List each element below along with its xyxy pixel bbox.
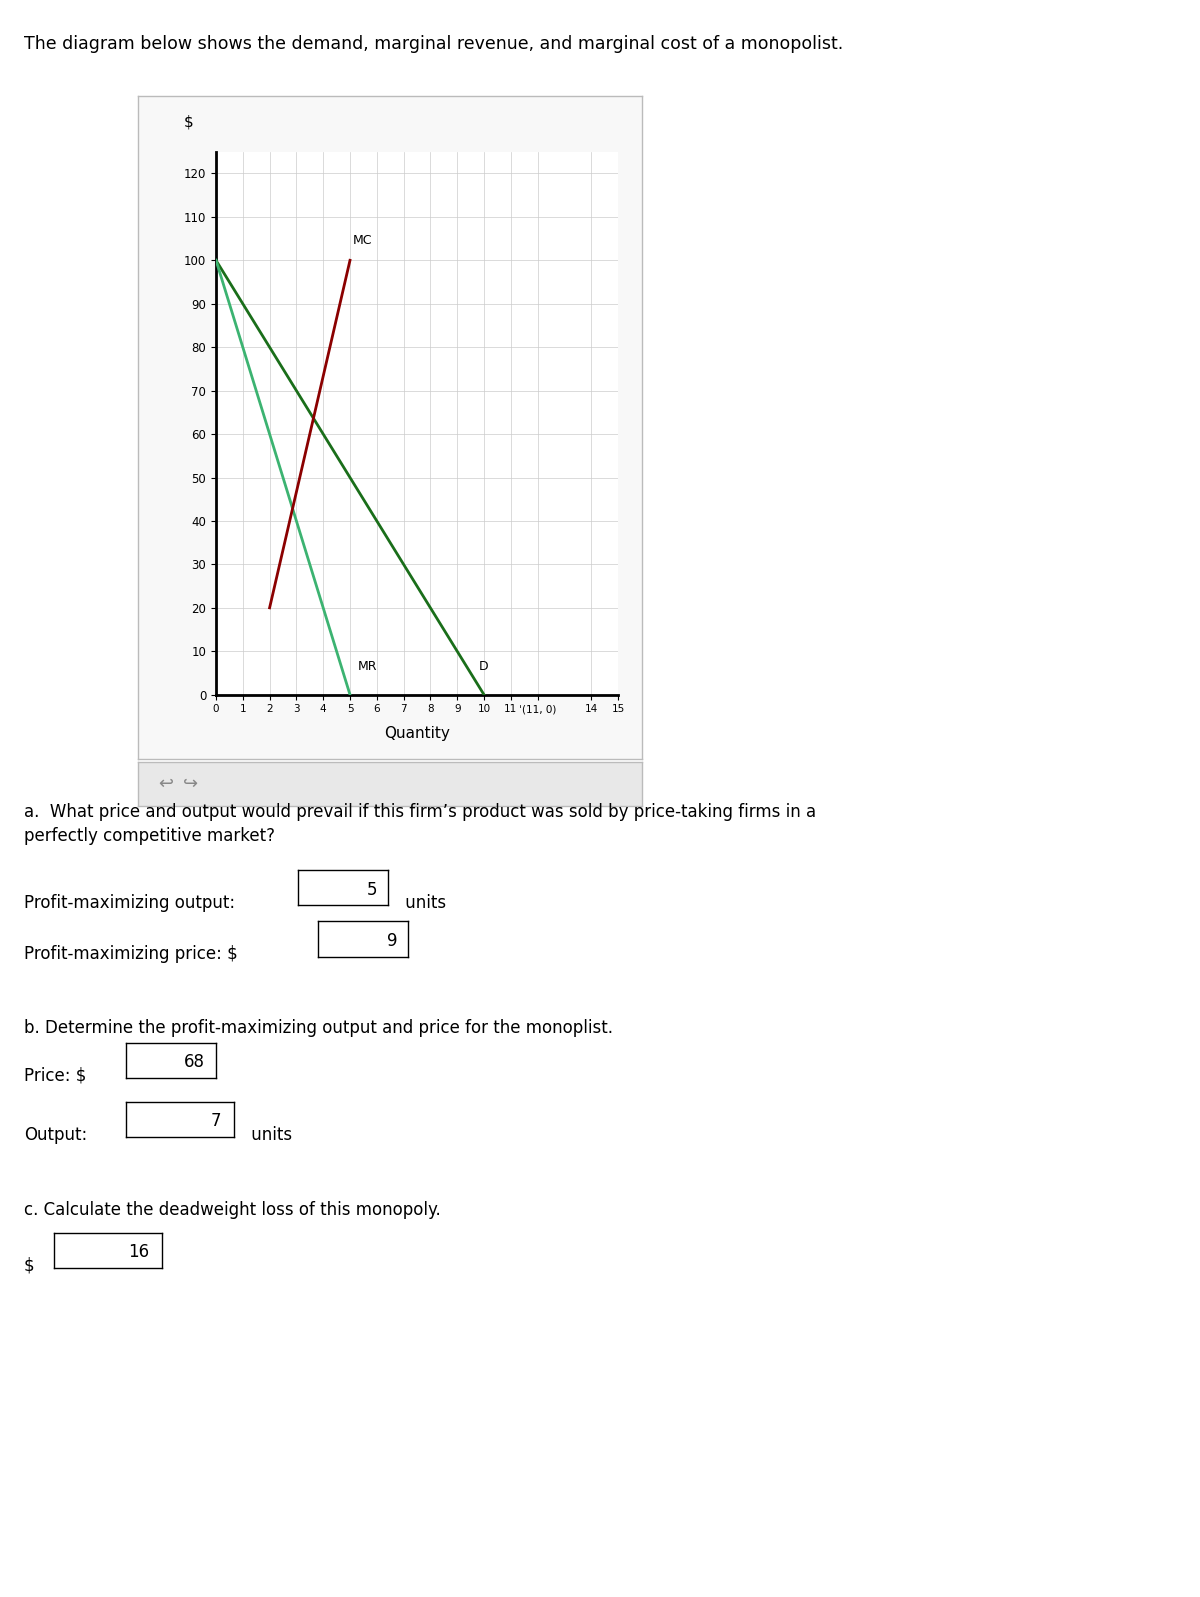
Text: a.  What price and output would prevail if this firm’s product was sold by price: a. What price and output would prevail i… bbox=[24, 803, 816, 845]
Text: MR: MR bbox=[358, 660, 378, 672]
Text: Output:: Output: bbox=[24, 1126, 88, 1143]
Text: 16: 16 bbox=[128, 1242, 149, 1262]
Text: $: $ bbox=[24, 1257, 35, 1274]
Text: c. Calculate the deadweight loss of this monopoly.: c. Calculate the deadweight loss of this… bbox=[24, 1201, 440, 1219]
Text: units: units bbox=[400, 894, 445, 912]
X-axis label: Quantity: Quantity bbox=[384, 725, 450, 741]
Text: Profit-maximizing output:: Profit-maximizing output: bbox=[24, 894, 235, 912]
Text: 68: 68 bbox=[185, 1052, 205, 1072]
Text: ↪: ↪ bbox=[184, 775, 198, 794]
Text: D: D bbox=[479, 660, 488, 672]
Text: 9: 9 bbox=[386, 931, 397, 950]
Text: Price: $: Price: $ bbox=[24, 1067, 86, 1084]
Text: Profit-maximizing price: $: Profit-maximizing price: $ bbox=[24, 945, 238, 963]
Text: units: units bbox=[246, 1126, 292, 1143]
Text: 7: 7 bbox=[210, 1112, 221, 1131]
Text: 5: 5 bbox=[366, 880, 377, 899]
Text: The diagram below shows the demand, marginal revenue, and marginal cost of a mon: The diagram below shows the demand, marg… bbox=[24, 35, 844, 53]
Text: MC: MC bbox=[353, 235, 372, 248]
Text: b. Determine the profit-maximizing output and price for the monoplist.: b. Determine the profit-maximizing outpu… bbox=[24, 1019, 613, 1036]
Text: ↩: ↩ bbox=[158, 775, 173, 794]
Text: $: $ bbox=[184, 115, 193, 129]
